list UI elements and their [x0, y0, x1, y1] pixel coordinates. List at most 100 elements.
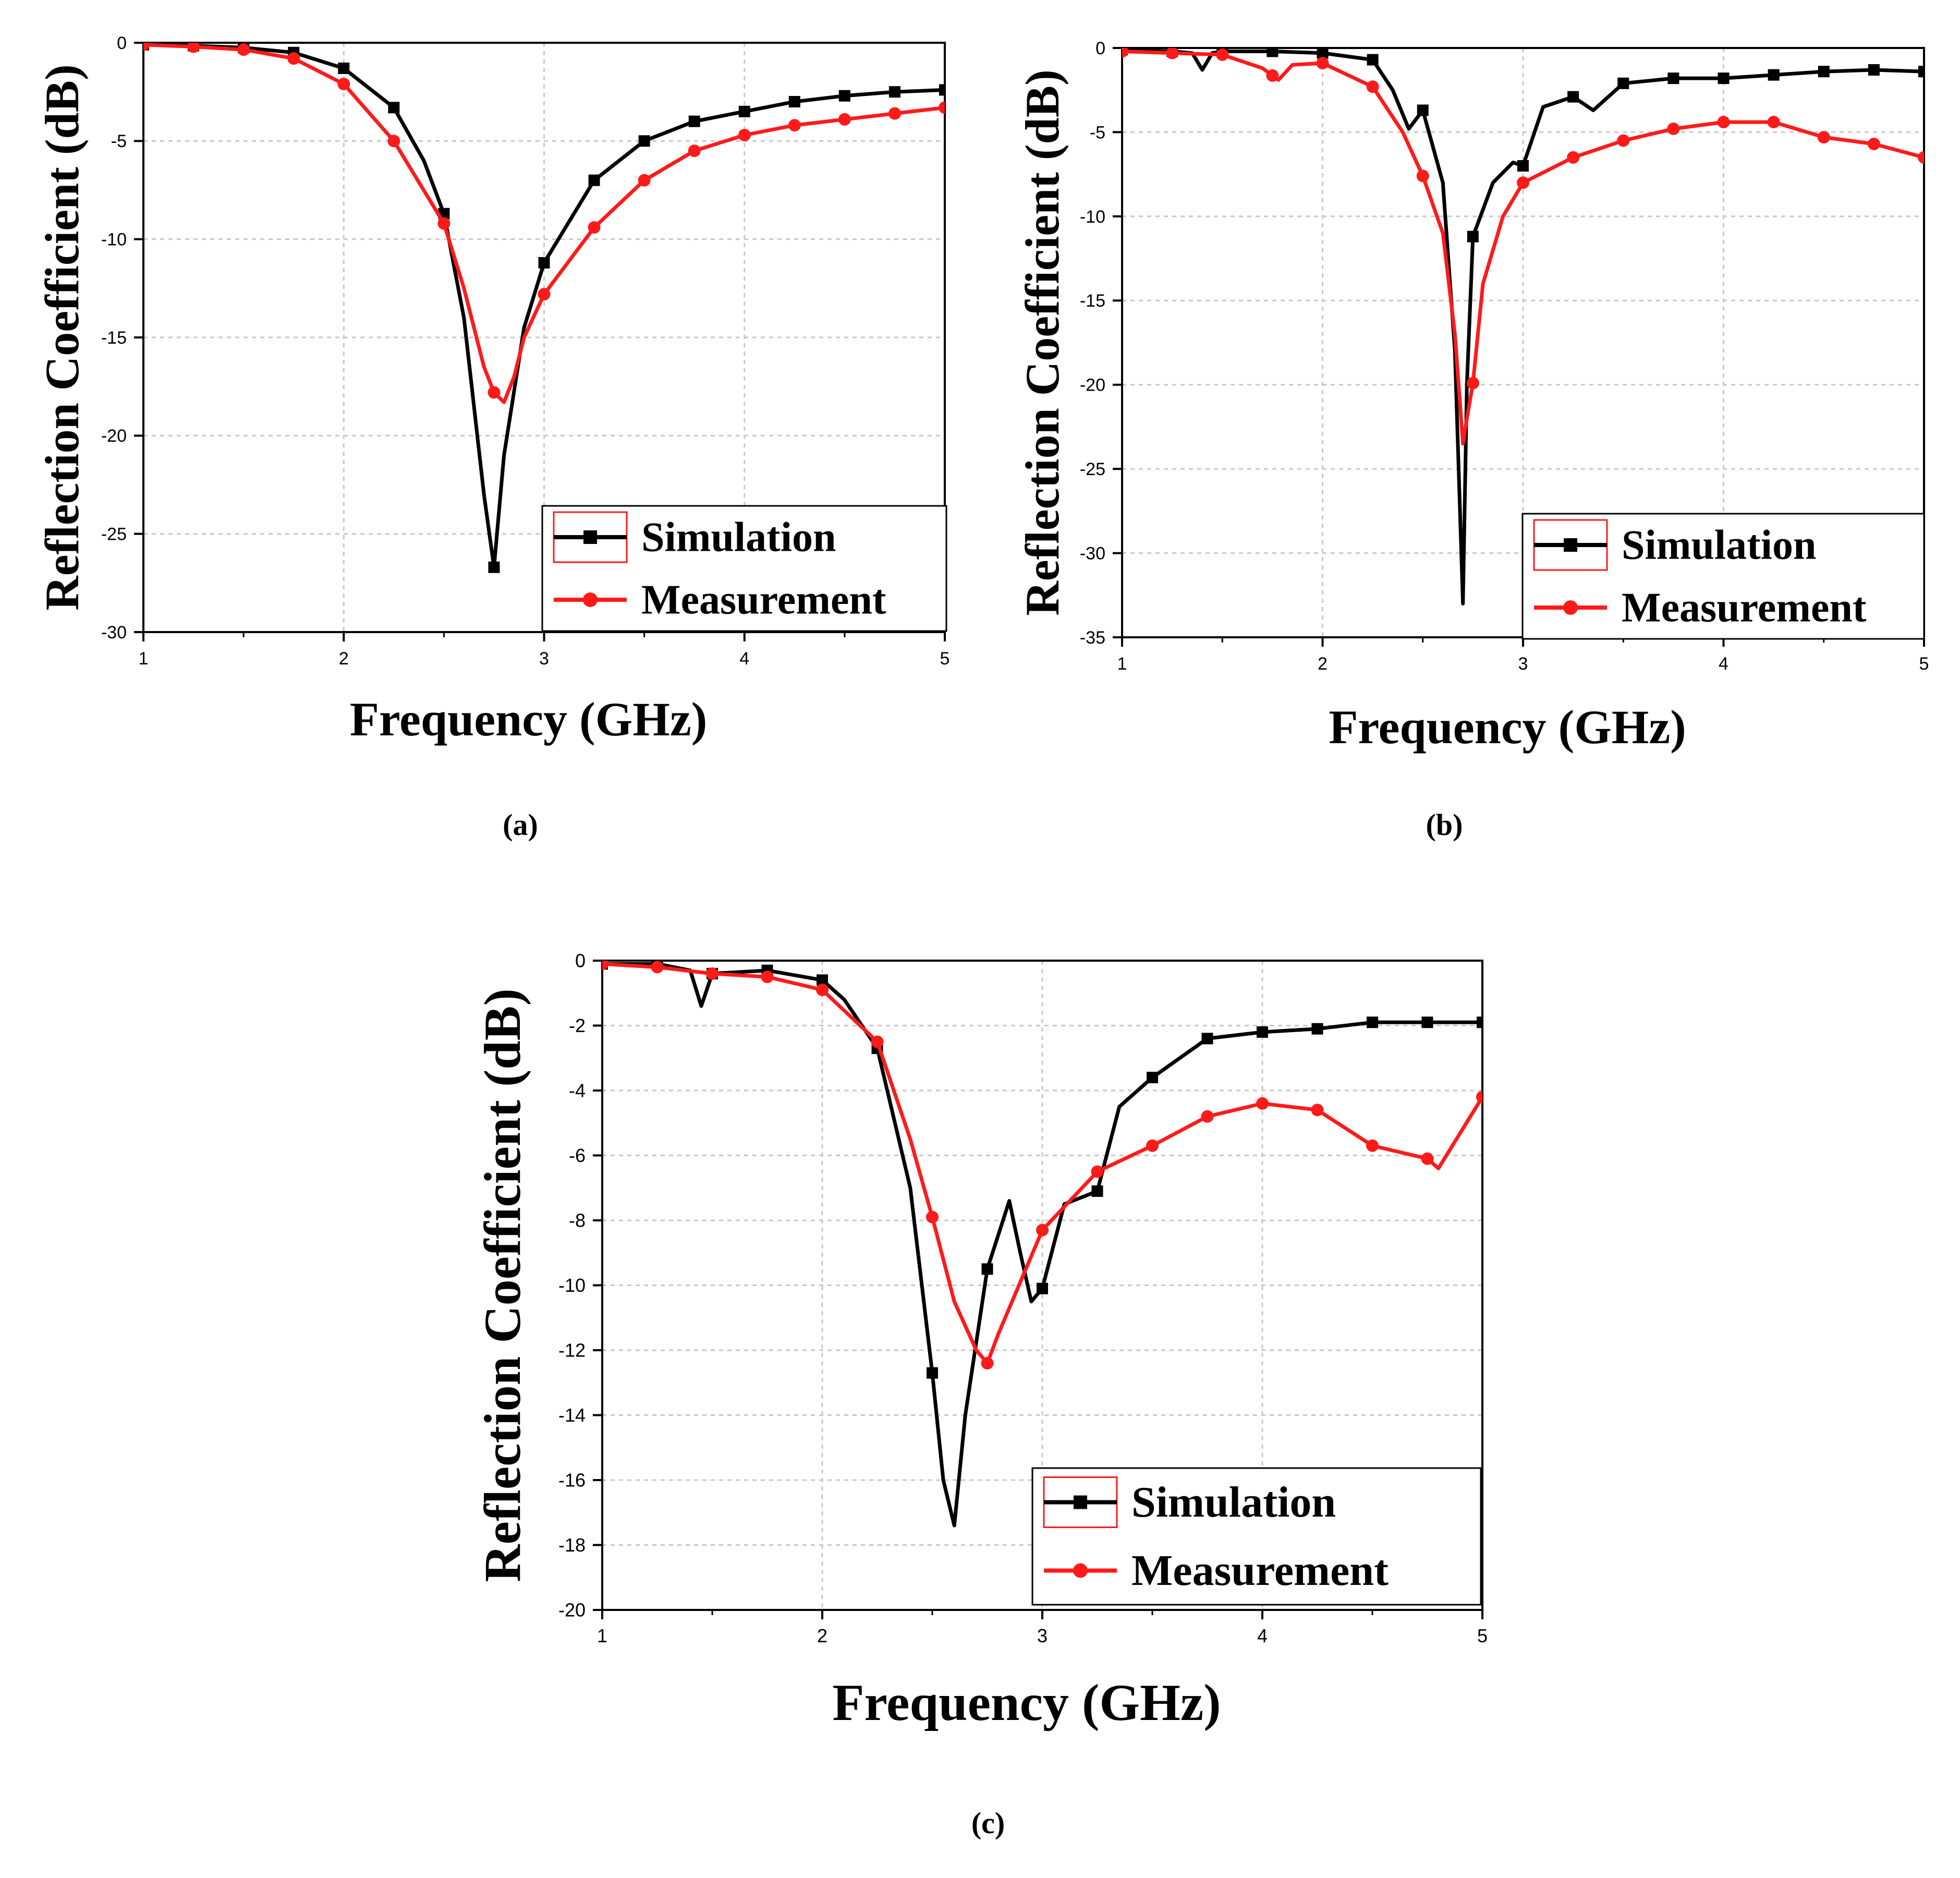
simulation-point [927, 1367, 938, 1379]
measurement-line [602, 962, 1482, 1365]
measurement-point [488, 386, 501, 399]
legend-label-measurement: Measurement [641, 577, 886, 623]
legend-label-simulation: Simulation [1131, 1478, 1336, 1526]
measurement-point [1767, 116, 1780, 129]
y-tick-label: -5 [111, 131, 127, 151]
legend-box [1031, 1467, 1482, 1606]
simulation-point [688, 115, 700, 127]
measurement-point [761, 971, 774, 984]
simulation-point [1421, 1016, 1433, 1028]
measurement-point [939, 101, 945, 114]
measurement-point [287, 52, 300, 65]
series-measurement [143, 43, 945, 404]
measurement-point [1311, 1104, 1324, 1117]
y-tick-label: -35 [1080, 628, 1105, 648]
simulation-point [1037, 1282, 1048, 1294]
simulation-point [338, 62, 350, 74]
y-tick-label: -20 [101, 426, 127, 446]
measurement-point [1466, 377, 1479, 390]
measurement-point [926, 1210, 939, 1223]
simulation-point [838, 90, 850, 102]
simulation-point [817, 974, 828, 986]
simulation-point [1367, 54, 1379, 66]
x-axis-title: Frequency (GHz) [832, 1674, 1221, 1731]
simulation-point [1201, 1033, 1213, 1045]
simulation-point [1091, 1185, 1103, 1197]
series-simulation [143, 43, 945, 573]
simulation-point [888, 86, 900, 98]
y-axis-title: Reflection Coefficient (dB) [473, 988, 531, 1582]
simulation-point [1567, 91, 1579, 103]
y-tick-label: -2 [569, 1015, 586, 1036]
y-tick-label: 0 [575, 950, 586, 972]
y-tick-label: -10 [101, 230, 127, 250]
measurement-point [888, 107, 901, 120]
x-tick-label: 1 [139, 649, 149, 669]
y-tick-label: -30 [1080, 543, 1105, 563]
simulation-point [1267, 48, 1279, 57]
simulation-point [1257, 1026, 1268, 1038]
measurement-point [1266, 69, 1279, 82]
legend-label-simulation: Simulation [641, 514, 836, 560]
simulation-point [788, 96, 800, 107]
measurement-point [871, 1035, 884, 1048]
x-tick-label: 4 [1719, 654, 1728, 674]
measurement-point [337, 78, 350, 91]
legend: Simulation Measurement [1521, 513, 1925, 640]
chart-c: 1 2 3 4 5 0 -2 -4 -6 -8 -10 -12 -14 -16 -18 -20 Frequenc… [473, 950, 1488, 1731]
x-axis-title: Frequency (GHz) [1329, 700, 1686, 754]
measurement-point [1476, 1091, 1482, 1104]
x-tick-label: 3 [1518, 654, 1528, 674]
y-tick-label: 0 [1095, 39, 1105, 58]
measurement-point [1256, 1097, 1269, 1110]
panel-a: 1 2 3 4 5 0 -5 -10 -15 -20 -25 -30 Frequency (GHz) Re… [21, 21, 970, 761]
x-tick-label: 5 [1477, 1625, 1488, 1646]
simulation-point [981, 1263, 993, 1275]
x-tick-label: 5 [1919, 654, 1929, 674]
measurement-point [1122, 48, 1128, 58]
y-tick-label: -10 [558, 1275, 586, 1296]
measurement-point [1867, 138, 1880, 151]
legend-label-measurement: Measurement [1622, 585, 1867, 631]
panel-c: 1 2 3 4 5 0 -2 -4 -6 -8 -10 -12 -14 -16 -18 -20 Frequenc… [459, 934, 1533, 1747]
y-tick-label: -15 [101, 328, 127, 348]
chart-a: 1 2 3 4 5 0 -5 -10 -15 -20 -25 -30 Frequency (GHz) Re… [35, 33, 949, 746]
y-tick-label: -18 [558, 1534, 586, 1556]
y-tick-label: -16 [558, 1470, 586, 1491]
simulation-point [1367, 1016, 1378, 1028]
simulation-point [1768, 69, 1780, 81]
caption-a: (a) [503, 808, 538, 842]
caption-b: (b) [1426, 808, 1463, 842]
measurement-point [638, 174, 651, 187]
y-tick-label: -10 [1080, 207, 1105, 227]
simulation-point [488, 561, 500, 573]
legend-square-marker [583, 530, 597, 544]
series-measurement [602, 961, 1482, 1370]
simulation-point [1147, 1072, 1158, 1084]
simulation-point [1718, 72, 1730, 84]
legend-circle-marker [1073, 1563, 1088, 1578]
measurement-point [1201, 1110, 1214, 1123]
legend-box [1521, 513, 1925, 640]
y-tick-label: -14 [558, 1404, 586, 1426]
y-tick-label: -25 [101, 525, 127, 544]
simulation-point [1311, 1023, 1323, 1035]
x-axis-title: Frequency (GHz) [350, 693, 708, 746]
y-tick-label: -15 [1080, 291, 1105, 311]
x-tick-label: 3 [539, 649, 549, 669]
simulation-point [1918, 66, 1924, 78]
series-measurement [1122, 48, 1924, 446]
simulation-point [388, 102, 400, 114]
y-tick-label: -30 [101, 623, 127, 643]
measurement-point [651, 961, 664, 974]
legend: Simulation Measurement [541, 505, 947, 632]
measurement-point [437, 217, 451, 230]
simulation-point [1818, 66, 1830, 78]
measurement-point [143, 43, 150, 51]
simulation-point [1317, 48, 1329, 59]
measurement-point [816, 984, 829, 997]
simulation-line [143, 43, 945, 570]
measurement-point [1416, 169, 1429, 183]
simulation-point [1467, 231, 1479, 243]
simulation-point [738, 105, 750, 117]
